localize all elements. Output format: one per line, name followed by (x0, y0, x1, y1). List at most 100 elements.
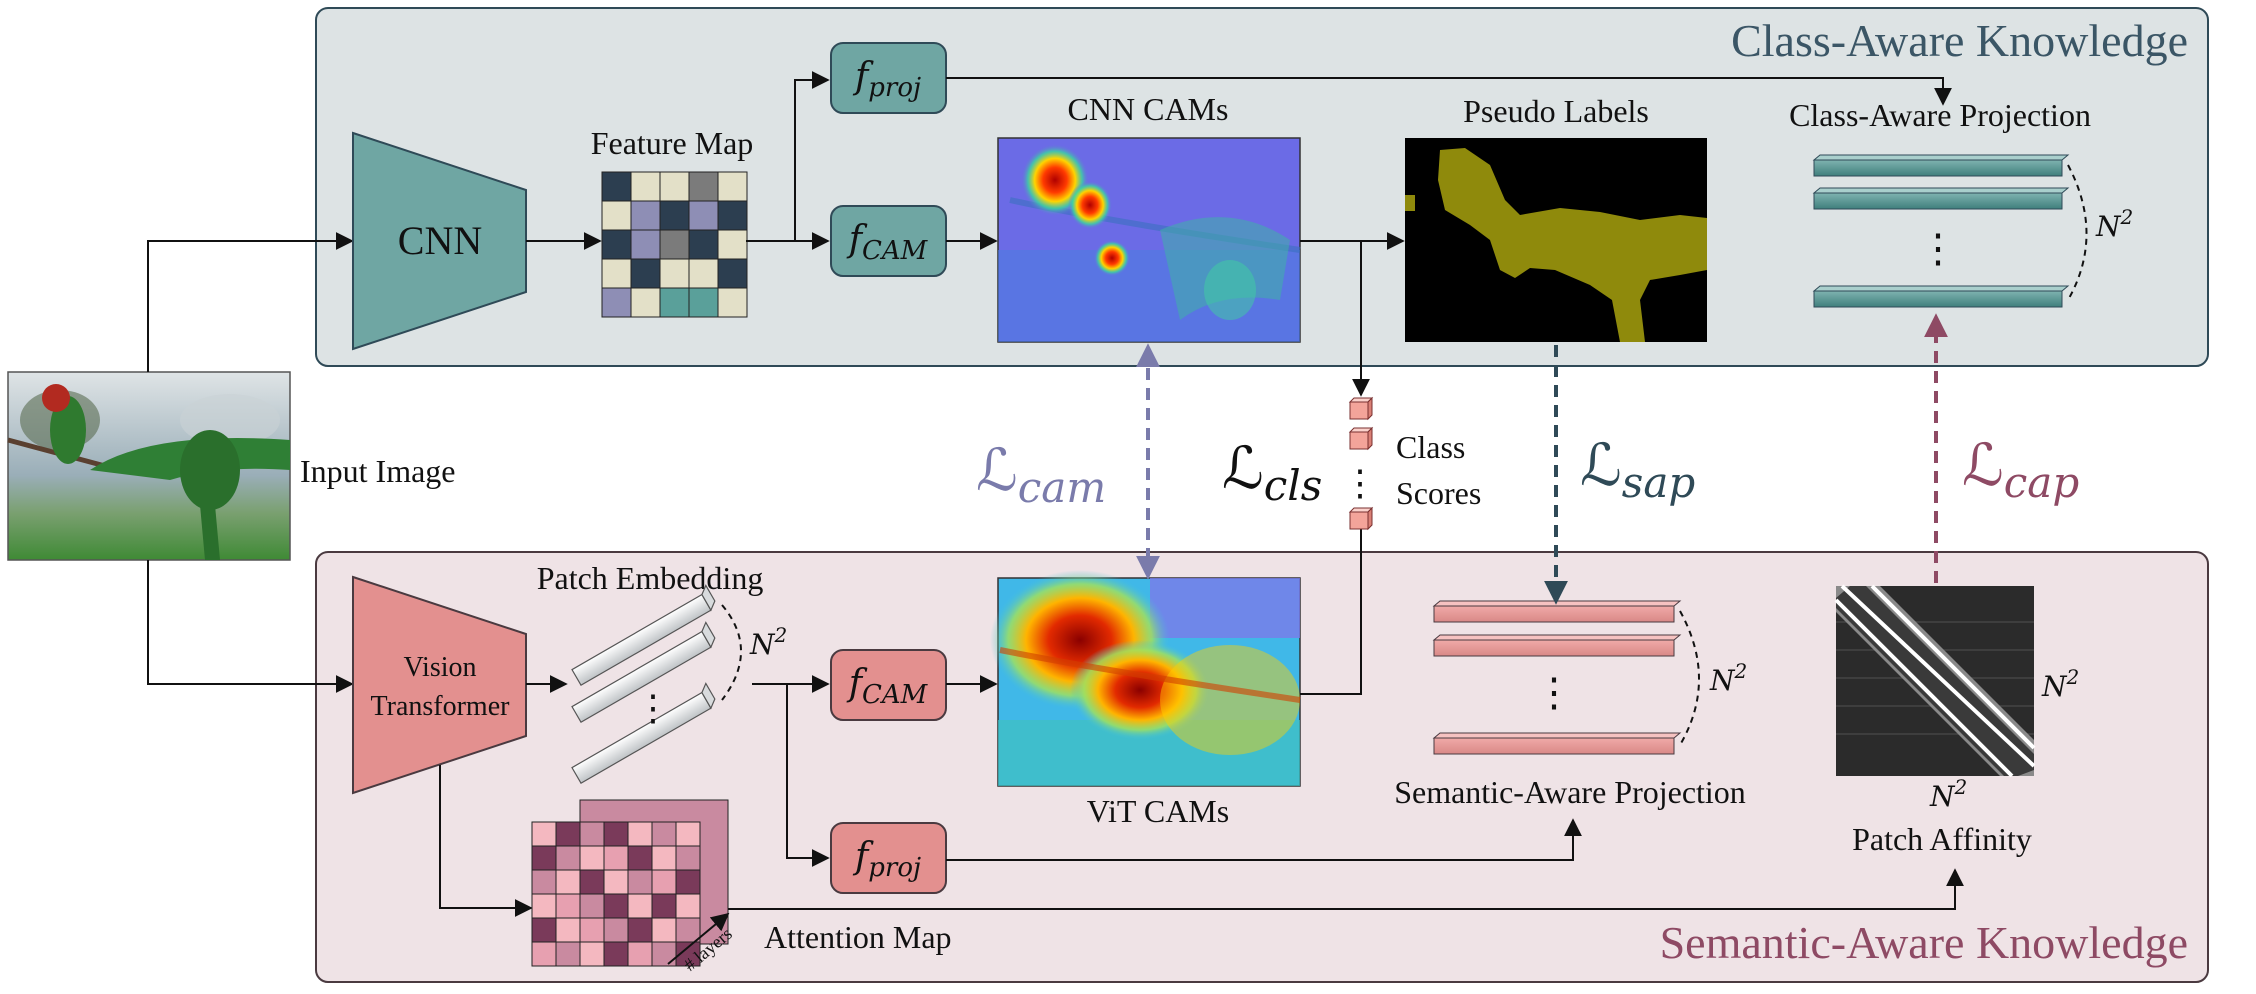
attention-map-cell (555, 941, 581, 967)
pink-bar (1432, 732, 1682, 755)
attention-map-cell (555, 845, 581, 871)
feature-map-label: Feature Map (591, 125, 754, 161)
class-aware-projection-n2: N2 (2095, 205, 2133, 243)
attention-map-cell (531, 845, 557, 871)
teal-bar (1812, 154, 2070, 177)
score-cube (1348, 506, 1374, 531)
feature-map-grid (601, 171, 748, 318)
attention-map-cell (531, 821, 557, 847)
feature-map-cell (659, 287, 690, 318)
feature-map-cell (717, 258, 748, 289)
attention-map-cell (651, 845, 677, 871)
patch-embedding-dots: ⋮ (635, 688, 671, 728)
pink-bar (1432, 600, 1682, 623)
semantic-aware-projection-n2: N2 (1709, 659, 1747, 697)
attention-map-cell (579, 845, 605, 871)
cnn-backbone-label: CNN (398, 218, 482, 263)
cnn-fcam-label: fCAM (846, 219, 929, 266)
attention-map-cell (579, 893, 605, 919)
feature-map-cell (659, 171, 690, 202)
semantic-aware-projection-bars (1432, 600, 1682, 755)
feature-map-cell (630, 287, 661, 318)
patch-embedding-n2: N2 (749, 623, 787, 661)
attention-map-label: Attention Map (764, 919, 952, 955)
attention-map-cell (651, 869, 677, 895)
class-aware-projection-label: Class-Aware Projection (1789, 97, 2091, 133)
feature-map-cell (659, 258, 690, 289)
attention-map-cell (651, 821, 677, 847)
loss-cls-label: ℒcls (1222, 434, 1322, 510)
semantic-aware-title: Semantic-Aware Knowledge (1660, 917, 2188, 968)
class-aware-title: Class-Aware Knowledge (1731, 15, 2188, 66)
attention-map-cell (627, 845, 653, 871)
pseudo-labels-mask (1405, 138, 1707, 342)
feature-map-cell (688, 287, 719, 318)
loss-cam-label: ℒcam (976, 436, 1106, 512)
attention-map-cell (531, 893, 557, 919)
input-to-cnn-arrow (147, 232, 354, 372)
feature-map-cell (630, 258, 661, 289)
class-aware-projection-dots: ⋮ (1918, 226, 1958, 271)
feature-map-cell (659, 200, 690, 231)
vit-backbone (352, 575, 527, 795)
attention-map-cell (627, 869, 653, 895)
attention-map-cell (603, 821, 629, 847)
cnn-fproj-label: fproj (852, 56, 921, 103)
class-scores-label-1: Class (1396, 429, 1465, 465)
cnn-fproj-to-projection-arrow (946, 77, 1952, 106)
layers-axis-arrow (667, 912, 730, 965)
feature-map-cell (688, 200, 719, 231)
attention-map-cell (675, 845, 701, 871)
vit-fproj-label: fproj (852, 836, 921, 883)
input-to-vit-arrow (147, 560, 354, 693)
attention-map-cell (627, 893, 653, 919)
patch-affinity-n2-right: N2 (2041, 665, 2079, 703)
feature-map-cell (717, 229, 748, 260)
vit-cams-label: ViT CAMs (1087, 793, 1229, 829)
input-image-label: Input Image (300, 453, 456, 489)
vit-cams-heatmap (990, 570, 1301, 787)
vit-backbone-label-1: Vision (404, 652, 477, 683)
attention-map-cell (579, 821, 605, 847)
teal-bar (1812, 285, 2070, 308)
attention-map-grid (531, 799, 729, 967)
vit-cams-to-scores-arrow (1300, 508, 1370, 695)
feature-map-cell (688, 258, 719, 289)
attention-map-cell (627, 821, 653, 847)
cnn-cams-heatmap (997, 137, 1301, 343)
class-aware-projection-bars (1812, 154, 2070, 308)
class-aware-projection-brace (2067, 164, 2088, 301)
feature-map-cell (659, 229, 690, 260)
cnn-backbone (352, 131, 527, 351)
attention-map-cell (579, 917, 605, 943)
attention-map-cell (555, 821, 581, 847)
attention-map-cell (627, 941, 653, 967)
semantic-aware-projection-label: Semantic-Aware Projection (1394, 774, 1746, 810)
patch-embedding-brace (721, 604, 742, 701)
feature-map-cell (630, 229, 661, 260)
feature-map-cell (688, 229, 719, 260)
feature-map-cell (601, 287, 632, 318)
attention-to-affinity-arrow (728, 868, 1964, 910)
class-scores-label-2: Scores (1396, 475, 1481, 511)
attention-map-cell (627, 917, 653, 943)
feature-map-cell (601, 200, 632, 231)
patch-affinity-matrix (1834, 584, 2036, 778)
patch-embedding-bars (571, 584, 716, 785)
patch-affinity-label: Patch Affinity (1852, 821, 2032, 857)
feature-map-cell (601, 229, 632, 260)
attention-map-cell (555, 869, 581, 895)
vit-fproj-to-projection-arrow (946, 818, 1582, 861)
attention-map-cell (555, 893, 581, 919)
attention-map-cell (651, 917, 677, 943)
feature-map-cell (717, 287, 748, 318)
loss-sap-label: ℒsap (1580, 431, 1695, 507)
vit-to-attention-arrow (439, 765, 533, 917)
attention-map-cell (651, 893, 677, 919)
score-cube (1348, 426, 1374, 451)
attention-map-cell (603, 941, 629, 967)
gray-bar (571, 682, 716, 785)
attention-map-cell (531, 869, 557, 895)
attention-map-cell (531, 941, 557, 967)
attention-map-cell (675, 893, 701, 919)
